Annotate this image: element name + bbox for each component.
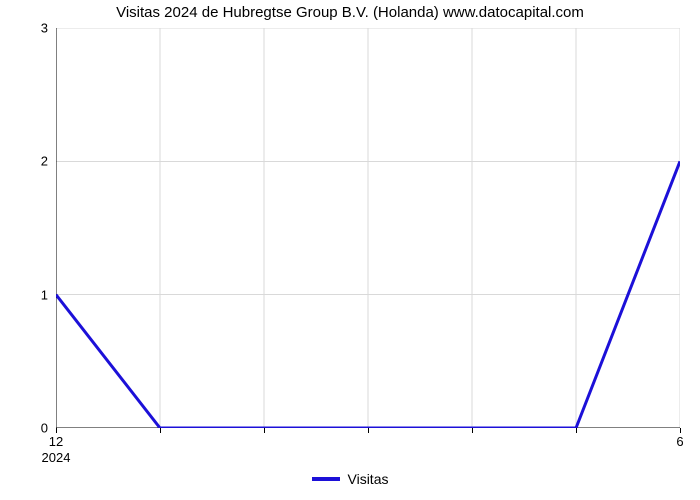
chart-plot xyxy=(56,28,680,428)
chart-container: Visitas 2024 de Hubregtse Group B.V. (Ho… xyxy=(0,0,700,500)
legend-label: Visitas xyxy=(348,471,389,487)
chart-legend: Visitas xyxy=(0,468,700,487)
x-tick-label: 12 xyxy=(49,434,63,449)
x-tick-sublabel: 2024 xyxy=(42,450,71,465)
x-tick-mark xyxy=(576,428,577,433)
y-tick-label: 0 xyxy=(41,421,48,436)
x-tick-mark xyxy=(264,428,265,433)
x-tick-mark xyxy=(680,428,681,433)
y-tick-label: 1 xyxy=(41,287,48,302)
x-tick-mark xyxy=(472,428,473,433)
chart-title: Visitas 2024 de Hubregtse Group B.V. (Ho… xyxy=(0,4,700,21)
y-tick-label: 3 xyxy=(41,21,48,36)
legend-item: Visitas xyxy=(312,471,389,487)
x-tick-mark xyxy=(368,428,369,433)
x-tick-mark xyxy=(56,428,57,433)
x-tick-label: 6 xyxy=(676,434,683,449)
y-tick-label: 2 xyxy=(41,154,48,169)
legend-swatch xyxy=(312,477,340,481)
x-tick-mark xyxy=(160,428,161,433)
